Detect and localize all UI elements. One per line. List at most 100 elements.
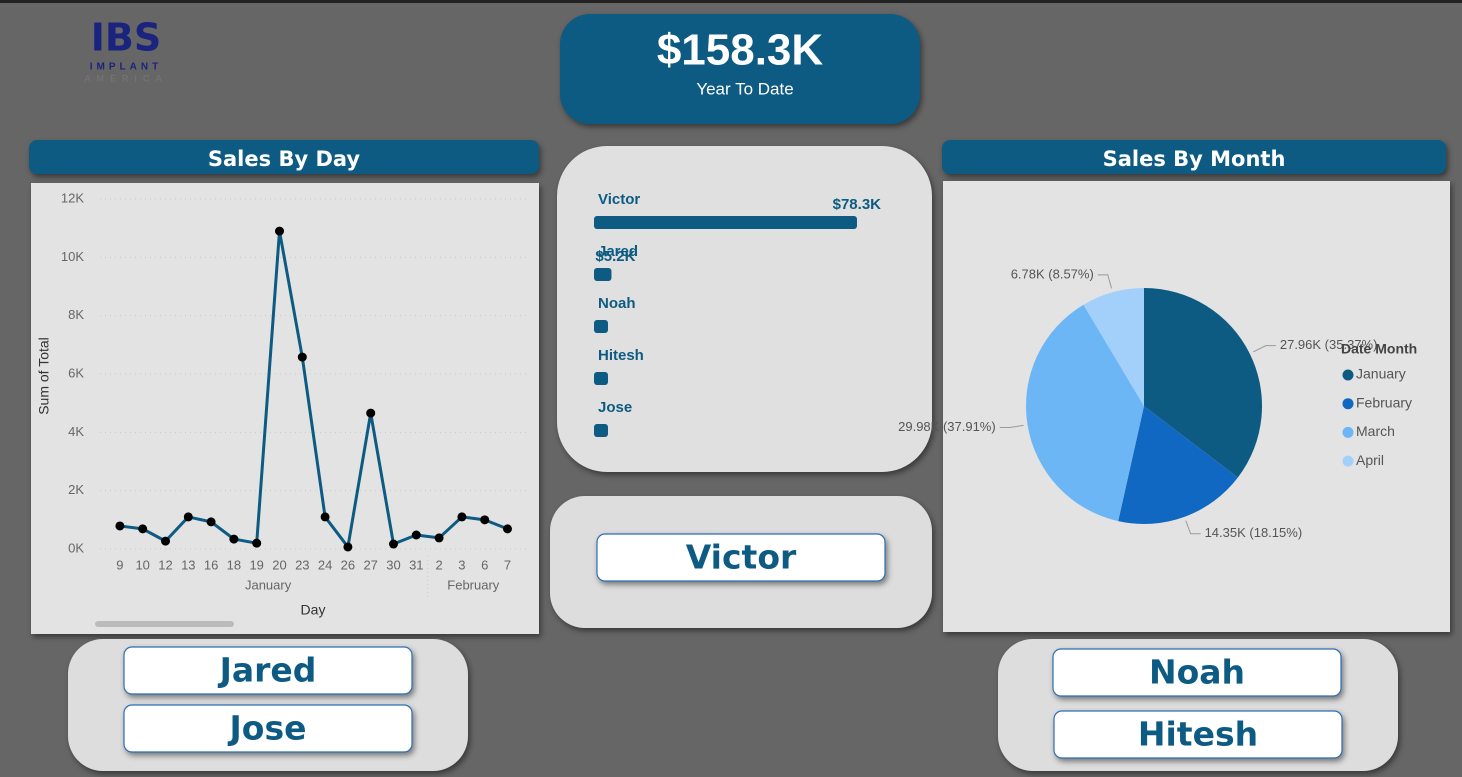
y-tick-label: 12K [61,190,84,205]
data-label: 27.96K (35.37%) [1280,337,1378,352]
x-tick-label: 19 [249,557,263,572]
x-tick-label: 23 [295,557,309,572]
slicer-button[interactable] [596,533,886,582]
x-tick-label: 24 [318,557,332,572]
pie-slice [1144,288,1263,478]
marker [297,352,307,362]
kpi-label: Year To Date [696,79,793,98]
legend-marker [1342,398,1354,410]
y-tick-label: 6K [68,365,84,380]
marker [206,517,216,527]
kpi-value: $158.3K [657,26,824,75]
bar-label: Hitesh [598,347,644,364]
bar-label: Noah [598,295,636,312]
slicer-button-label[interactable]: Noah [1149,653,1245,692]
kpi-card [560,14,920,124]
x-tick-label: 20 [272,557,286,572]
x-tick-label: 10 [135,557,149,572]
legend-label: April [1356,452,1384,468]
bar [594,424,608,437]
x-tick-label: 31 [409,557,423,572]
bar-label: Jared [598,243,638,260]
marker [457,512,467,522]
x-group-label: February [447,577,500,592]
frame [0,0,1462,3]
bar-label: Victor [598,191,640,208]
bar [594,372,608,385]
y-tick-label: 2K [68,482,84,497]
bar-label: Jose [598,399,632,416]
value-label: $78.3K [833,196,882,213]
slicer-button-label[interactable]: Hitesh [1138,715,1258,754]
slicer-button-label[interactable]: Jose [228,709,307,748]
marker [115,521,125,531]
pie-slice [1026,304,1144,522]
data-label: 14.35K (18.15%) [1205,525,1303,540]
marker [434,533,444,543]
logo: IBS IMPLANT AMERICA [84,16,167,84]
marker [411,530,421,540]
marker [229,534,239,544]
leader-line [999,424,1024,429]
logo-tagline: AMERICA [84,73,167,83]
data-label: 29.98K (37.91%) [898,419,996,434]
x-tick-label: 12 [158,557,172,572]
x-group-label: January [245,577,292,592]
legend-marker [1342,369,1354,381]
line [119,229,509,549]
leader-line [1097,274,1113,289]
marker [503,524,512,534]
logo-mark: IBS [91,16,161,60]
y-axis-title: Sum of Total [36,337,52,415]
y-tick-label: 4K [68,424,84,439]
x-tick-label: 7 [504,557,511,572]
legend-marker [1342,455,1354,467]
bar [594,216,857,229]
marker [480,515,490,525]
x-tick-label: 3 [458,557,465,572]
slicer-button[interactable] [123,704,413,753]
slicer-button-label[interactable]: Victor [686,538,797,577]
x-tick-label: 26 [341,557,355,572]
pie-slice [1083,288,1144,406]
bar [594,268,612,281]
slicer-button-label[interactable]: Jared [218,651,317,690]
scrollbar [95,621,234,627]
logo-name: IMPLANT [90,62,162,73]
x-tick-label: 13 [181,557,195,572]
slicer-button[interactable] [1053,710,1343,759]
marker [252,538,262,548]
title-bar [29,140,539,174]
title-bar [942,140,1446,174]
x-tick-label: 2 [435,557,442,572]
legend-label: January [1356,366,1406,382]
data-label: 6.78K (8.57%) [1011,266,1094,281]
marker [320,512,330,522]
chart-title: Sales By Month [1103,147,1286,171]
slicer-button[interactable] [1052,648,1342,697]
marker [275,226,284,236]
legend-title: Date Month [1341,341,1417,357]
y-tick-label: 8K [68,307,84,322]
marker [366,408,376,418]
chart-title: Sales By Day [208,147,361,171]
marker [183,512,193,522]
marker [343,542,353,552]
x-tick-label: 16 [204,557,218,572]
marker [389,539,398,549]
legend-marker [1342,426,1354,438]
slicer-button[interactable] [123,646,413,695]
value-label: $5.2K [595,248,635,265]
leader-line [1253,345,1276,353]
y-tick-label: 0K [68,540,84,555]
x-tick-label: 6 [481,557,488,572]
y-tick-label: 10K [61,249,84,264]
x-axis-title: Day [301,602,326,618]
marker [138,524,148,534]
legend-label: February [1356,394,1412,410]
bar [594,320,608,333]
x-tick-label: 27 [363,557,377,572]
pie-slice [1118,406,1238,524]
